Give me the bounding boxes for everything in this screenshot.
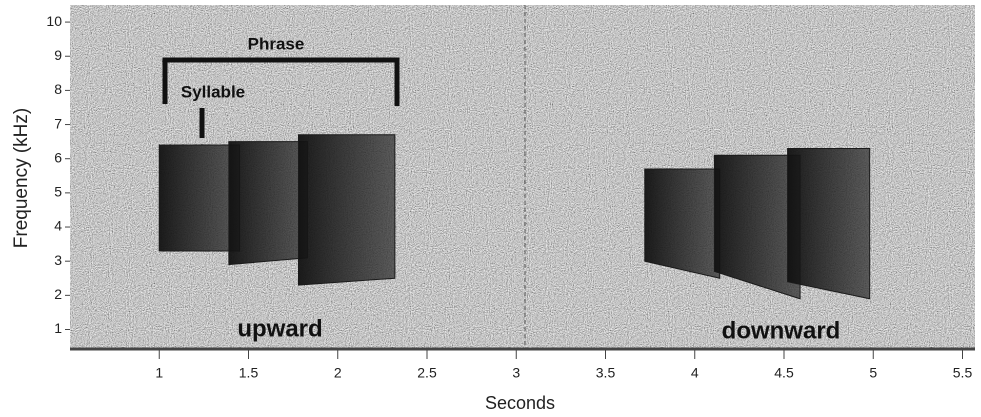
x-tick-label: 4 (691, 365, 699, 381)
x-tick-label: 1.5 (239, 365, 259, 381)
y-tick-label: 1 (54, 320, 62, 336)
syllable (787, 147, 871, 300)
downward-label: downward (722, 317, 841, 344)
y-tick-label: 8 (54, 81, 62, 97)
y-tick-label: 7 (54, 115, 62, 131)
syllable (297, 134, 396, 286)
x-tick-label: 2 (334, 365, 342, 381)
x-tick-label: 5 (869, 365, 877, 381)
syllable (228, 141, 308, 266)
y-tick-label: 9 (54, 47, 62, 63)
plot-area (158, 134, 871, 300)
upward-label: upward (237, 315, 322, 342)
syllable (644, 168, 721, 279)
syllable-label: Syllable (181, 82, 245, 101)
y-tick-label: 10 (46, 13, 62, 29)
x-tick-label: 1 (155, 365, 163, 381)
y-tick-label: 2 (54, 286, 62, 302)
y-tick-label: 4 (54, 218, 62, 234)
x-tick-label: 2.5 (417, 365, 437, 381)
x-axis-label: Seconds (485, 393, 555, 413)
y-tick-label: 5 (54, 184, 62, 200)
phrase-bracket (162, 57, 400, 106)
y-axis-label: Frequency (kHz) (11, 108, 32, 248)
phrase-label: Phrase (248, 34, 305, 53)
x-tick-label: 3 (512, 365, 520, 381)
syllable (158, 144, 241, 252)
x-tick-label: 5.5 (953, 365, 973, 381)
y-tick-label: 6 (54, 149, 62, 165)
x-tick-label: 4.5 (774, 365, 794, 381)
x-tick-label: 3.5 (596, 365, 616, 381)
y-tick-label: 3 (54, 252, 62, 268)
